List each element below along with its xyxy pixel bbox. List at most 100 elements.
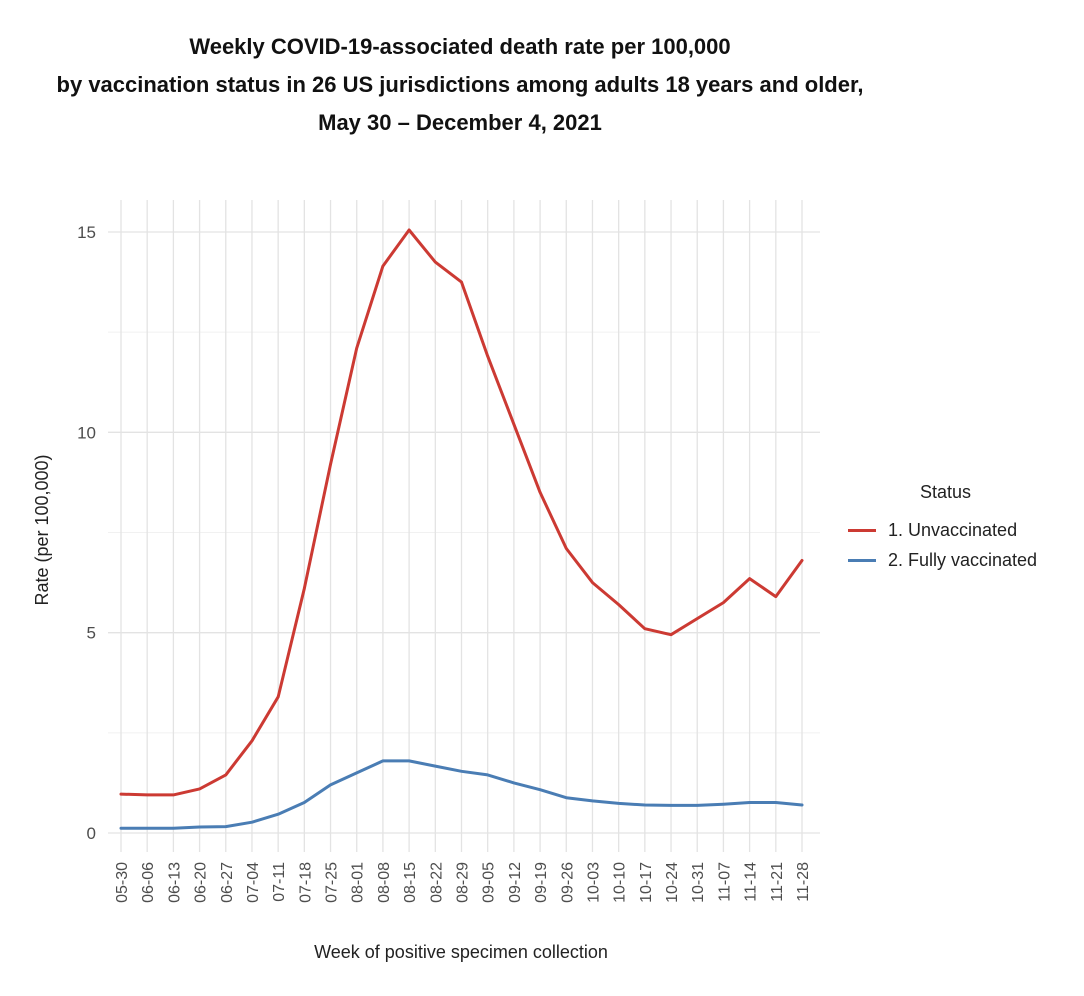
data-point [460,770,463,773]
data-point [565,547,568,550]
data-point [591,581,594,584]
x-tick-label: 06-27 [219,862,236,903]
data-point [617,802,620,805]
data-point [329,783,332,787]
data-point [329,463,332,466]
data-point [800,803,804,807]
x-tick-label: 08-01 [350,862,367,903]
data-point [538,491,542,494]
data-point [696,804,699,807]
data-point [276,812,280,816]
data-point [565,796,568,799]
legend: Status 1. Unvaccinated 2. Fully vaccinat… [848,482,1078,575]
data-point [250,820,254,824]
x-tick-label: 10-10 [612,862,629,903]
data-point [381,264,385,268]
data-point [591,799,594,803]
x-tick-label: 08-15 [402,862,419,903]
data-point [250,739,254,743]
x-tick-label: 09-19 [533,862,550,903]
y-tick-label: 15 [77,223,96,242]
data-point [774,595,778,598]
legend-item-unvaccinated: 1. Unvaccinated [848,515,1078,545]
data-point [722,802,725,806]
data-point [224,825,227,828]
data-point [669,633,673,636]
x-tick-label: 11-14 [743,862,760,902]
data-point [617,603,620,606]
data-point [722,601,725,604]
data-point [486,773,489,777]
x-tick-label: 09-12 [507,862,524,903]
data-point [355,771,358,775]
y-axis-label: Rate (per 100,000) [32,454,52,605]
data-point [434,764,437,768]
x-tick-label: 05-30 [114,862,131,903]
x-tick-label: 09-26 [559,862,576,903]
data-point [512,781,516,785]
x-tick-label: 08-29 [455,862,472,903]
data-point [145,793,149,797]
data-point [748,577,751,580]
data-point [303,801,306,804]
x-tick-label: 11-21 [769,862,786,902]
chart-title-line-1: Weekly COVID-19-associated death rate pe… [189,34,731,59]
data-point [748,801,751,804]
series-layer [119,228,804,830]
data-point [198,825,201,829]
x-tick-label: 07-25 [324,862,341,903]
data-point [512,423,516,426]
x-axis-label: Week of positive specimen collection [314,942,608,962]
data-point [696,617,699,620]
data-point [172,793,175,797]
data-point [119,792,123,796]
data-point [303,587,306,590]
grid-layer [108,200,820,852]
chart-title-line-2: by vaccination status in 26 US jurisdict… [56,72,864,97]
data-point [224,773,227,777]
data-point [538,788,542,791]
x-tick-label: 11-28 [795,862,812,902]
x-tick-label: 11-07 [716,862,733,902]
x-tick-label: 08-22 [428,862,445,903]
y-tick-label: 0 [87,824,96,843]
data-point [145,826,149,830]
legend-label-unvaccinated: 1. Unvaccinated [888,519,1018,540]
legend-title: Status [920,482,972,502]
data-point [460,280,463,284]
data-point [119,826,123,830]
data-point [355,346,358,350]
data-point [381,759,385,763]
data-point [407,759,411,763]
y-tick-label: 10 [77,423,96,442]
x-tick-label: 06-13 [166,862,183,903]
chart-title: Weekly COVID-19-associated death rate pe… [0,28,920,142]
legend-item-fully-vaccinated: 2. Fully vaccinated [848,545,1078,575]
data-point [172,826,175,830]
data-point [276,695,280,698]
data-point [774,801,778,804]
x-tick-label: 10-17 [638,862,655,903]
legend-label-fully-vaccinated: 2. Fully vaccinated [888,549,1038,570]
x-tick-label: 10-31 [690,862,707,903]
data-point [643,803,647,807]
legend-swatch-unvaccinated [848,528,876,532]
x-tick-label: 06-06 [140,862,157,903]
x-tick-label: 10-03 [585,862,602,903]
data-point [800,559,804,562]
y-tick-label: 5 [87,624,96,643]
legend-swatch-fully-vaccinated [848,558,876,562]
x-tick-label: 10-24 [664,862,681,903]
data-point [434,260,437,264]
x-tick-label: 06-20 [193,862,210,903]
data-point [486,355,489,358]
x-tick-label: 09-05 [481,862,498,903]
x-tick-label: 07-18 [297,862,314,903]
data-point [643,627,647,630]
data-point [407,228,411,232]
axis-layer: 0 5 10 15 05-30 06-06 06-13 06-20 06-27 07-04 07-1… [77,223,812,903]
chart-title-line-3: May 30 – December 4, 2021 [318,110,602,135]
x-tick-label: 07-04 [245,862,262,903]
x-tick-label: 08-08 [376,862,393,903]
